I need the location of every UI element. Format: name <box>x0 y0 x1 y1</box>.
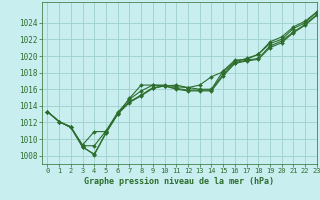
X-axis label: Graphe pression niveau de la mer (hPa): Graphe pression niveau de la mer (hPa) <box>84 177 274 186</box>
